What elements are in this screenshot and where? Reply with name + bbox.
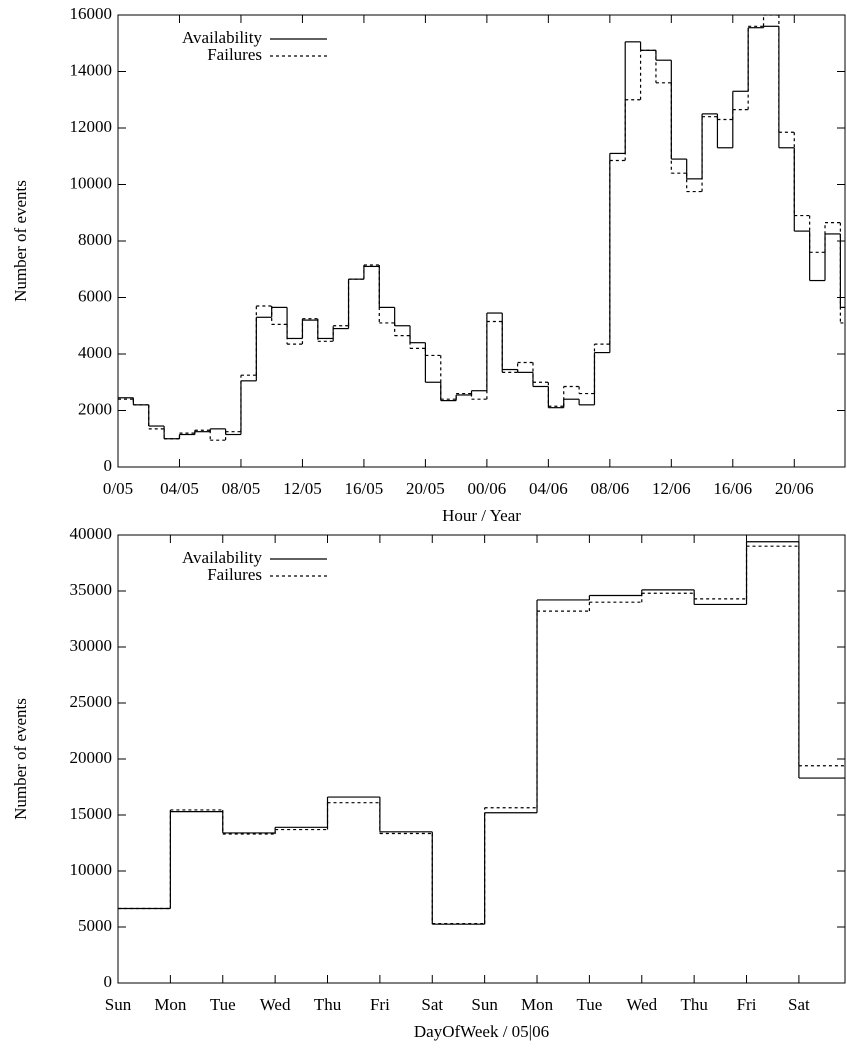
y-tick-label: 16000 <box>70 4 113 23</box>
x-tick-label: Fri <box>370 995 390 1014</box>
plot-frame <box>117 14 846 468</box>
x-tick-label: Fri <box>737 995 757 1014</box>
y-tick-label: 25000 <box>70 692 113 711</box>
x-tick-label: Wed <box>260 995 291 1014</box>
y-tick-label: 20000 <box>70 748 113 767</box>
legend-label: Failures <box>207 565 262 584</box>
x-tick-label: 20/05 <box>406 479 445 498</box>
y-axis-label: Number of events <box>11 698 30 820</box>
y-tick-label: 4000 <box>78 343 112 362</box>
y-tick-label: 35000 <box>70 580 113 599</box>
legend-label: Availability <box>182 28 262 47</box>
legend-label: Availability <box>182 548 262 567</box>
x-tick-label: 04/05 <box>160 479 199 498</box>
x-axis-label: Hour / Year <box>442 506 521 525</box>
y-tick-label: 15000 <box>70 804 113 823</box>
y-tick-label: 10000 <box>70 860 113 879</box>
x-tick-label: Tue <box>576 995 602 1014</box>
x-tick-label: 20/06 <box>775 479 814 498</box>
y-tick-label: 14000 <box>70 60 113 79</box>
y-tick-label: 6000 <box>78 286 112 305</box>
series <box>118 25 845 440</box>
x-tick-label: 16/05 <box>345 479 384 498</box>
x-tick-label: Tue <box>210 995 236 1014</box>
x-tick-label: 0/05 <box>103 479 133 498</box>
y-tick-label: 12000 <box>70 117 113 136</box>
x-axis-label: DayOfWeek / 05|06 <box>414 1022 549 1041</box>
x-tick-label: Sat <box>788 995 810 1014</box>
x-tick-label: Sun <box>471 995 498 1014</box>
x-tick-label: 08/06 <box>590 479 629 498</box>
y-tick-label: 5000 <box>78 916 112 935</box>
x-tick-label: Wed <box>626 995 657 1014</box>
x-tick-label: Sat <box>421 995 443 1014</box>
y-axis-label: Number of events <box>11 180 30 302</box>
y-tick-label: 30000 <box>70 636 113 655</box>
series <box>118 15 845 441</box>
plot-frame <box>117 534 846 984</box>
x-tick-label: Thu <box>314 995 342 1014</box>
x-tick-label: 08/05 <box>222 479 261 498</box>
x-tick-label: 16/06 <box>713 479 752 498</box>
x-tick-label: Sun <box>105 995 132 1014</box>
y-tick-label: 8000 <box>78 230 112 249</box>
x-tick-label: Mon <box>521 995 554 1014</box>
x-tick-label: 12/05 <box>283 479 322 498</box>
x-tick-label: 12/06 <box>652 479 691 498</box>
y-tick-label: 0 <box>104 972 113 991</box>
x-tick-label: 00/06 <box>468 479 507 498</box>
series <box>118 545 845 925</box>
y-tick-label: 10000 <box>70 173 113 192</box>
x-tick-label: Mon <box>154 995 187 1014</box>
x-tick-label: 04/06 <box>529 479 568 498</box>
y-tick-label: 40000 <box>70 524 113 543</box>
x-tick-label: Thu <box>680 995 708 1014</box>
legend-label: Failures <box>207 45 262 64</box>
y-tick-label: 0 <box>104 456 113 475</box>
y-tick-label: 2000 <box>78 399 112 418</box>
